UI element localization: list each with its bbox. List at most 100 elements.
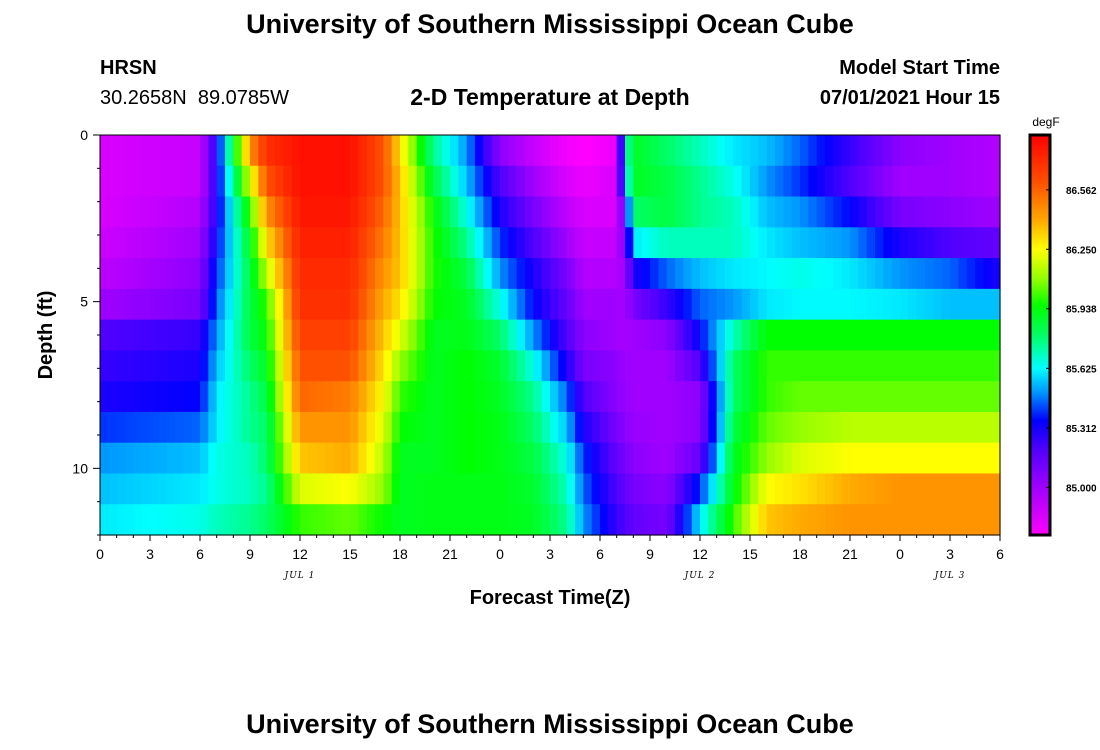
heatmap-cell — [150, 504, 159, 536]
heatmap-cell — [875, 473, 884, 505]
heatmap-cell — [358, 319, 368, 351]
heatmap-cell — [816, 319, 826, 351]
heatmap-cell — [783, 258, 793, 290]
y-tick-label: 5 — [80, 294, 88, 310]
heatmap-cell — [841, 258, 851, 290]
heatmap-cell — [425, 504, 434, 536]
heatmap-cell — [308, 411, 318, 444]
heatmap-cell — [991, 165, 1001, 198]
heatmap-cell — [166, 350, 176, 382]
heatmap-cell — [150, 196, 159, 228]
heatmap-cell — [391, 319, 401, 351]
heatmap-cell — [900, 350, 909, 382]
heatmap-cell — [666, 165, 676, 198]
heatmap-cell — [550, 350, 559, 382]
heatmap-cell — [841, 227, 851, 259]
heatmap-cell — [316, 258, 326, 290]
heatmap-cell — [991, 473, 1001, 505]
heatmap-cell — [658, 473, 668, 505]
heatmap-cell — [158, 504, 168, 536]
heatmap-cell — [183, 196, 193, 228]
heatmap-cell — [741, 165, 751, 198]
heatmap-cell — [133, 319, 143, 351]
heatmap-cell — [316, 411, 326, 444]
heatmap-cell — [558, 442, 568, 475]
heatmap-cell — [758, 381, 768, 413]
heatmap-cell — [258, 135, 268, 167]
heatmap-cell — [658, 504, 668, 536]
heatmap-cell — [366, 258, 376, 290]
heatmap-cell — [650, 288, 659, 321]
heatmap-cell — [166, 442, 176, 475]
colorbar-scale — [1028, 133, 1052, 537]
heatmap-cell — [850, 381, 859, 413]
heatmap-cell — [866, 411, 876, 444]
heatmap-cell — [716, 319, 726, 351]
heatmap-cell — [358, 258, 368, 290]
heatmap-cell — [566, 288, 576, 321]
heatmap-cell — [325, 350, 334, 382]
heatmap-cell — [283, 381, 293, 413]
heatmap-cell — [108, 350, 118, 382]
heatmap-cell — [566, 504, 576, 536]
heatmap-cell — [741, 504, 751, 536]
heatmap-cell — [575, 319, 584, 351]
heatmap-cell — [283, 258, 293, 290]
heatmap-cell — [450, 135, 459, 167]
heatmap-cell — [816, 165, 826, 198]
heatmap-cell — [891, 135, 901, 167]
heatmap-cell — [583, 350, 593, 382]
heatmap-cell — [250, 196, 259, 228]
heatmap-cell — [516, 473, 526, 505]
heatmap-cell — [966, 227, 976, 259]
heatmap-cell — [908, 135, 918, 167]
heatmap-cell — [858, 165, 868, 198]
heatmap-cell — [675, 350, 684, 382]
x-axis-label: Forecast Time(Z) — [470, 587, 631, 609]
heatmap-cell — [475, 135, 484, 167]
heatmap-cell — [975, 227, 984, 259]
heatmap-cell — [708, 165, 718, 198]
heatmap-cell — [200, 165, 209, 198]
heatmap-cell — [700, 411, 709, 444]
heatmap-cell — [891, 381, 901, 413]
heatmap-cell — [208, 504, 218, 536]
heatmap-cell — [833, 227, 843, 259]
heatmap-cell — [341, 350, 351, 382]
heatmap-cell — [950, 288, 959, 321]
heatmap-cell — [933, 196, 943, 228]
heatmap-cell — [258, 381, 268, 413]
heatmap-cell — [358, 227, 368, 259]
heatmap-cell — [216, 411, 226, 444]
x-tick-label: 6 — [196, 546, 204, 562]
heatmap-cell — [133, 473, 143, 505]
heatmap-cell — [616, 504, 626, 536]
heatmap-cell — [300, 196, 309, 228]
heatmap-cell — [525, 196, 534, 228]
heatmap-cell — [558, 504, 568, 536]
heatmap-cell — [308, 504, 318, 536]
heatmap-cell — [525, 258, 534, 290]
y-axis-label: Depth (ft) — [35, 291, 57, 380]
heatmap-cell — [433, 504, 443, 536]
heatmap-cell — [800, 165, 809, 198]
heatmap-cell — [383, 504, 393, 536]
heatmap-cell — [666, 504, 676, 536]
heatmap-cell — [941, 350, 951, 382]
heatmap-cell — [350, 442, 359, 475]
heatmap-cell — [683, 504, 693, 536]
heatmap-cell — [425, 442, 434, 475]
heatmap-cell — [725, 442, 734, 475]
heatmap-cell — [458, 350, 468, 382]
heatmap-cell — [191, 288, 201, 321]
heatmap-cell — [883, 196, 893, 228]
heatmap-cell — [708, 196, 718, 228]
heatmap-cell — [608, 319, 618, 351]
heatmap-cell — [183, 258, 193, 290]
heatmap-cell — [691, 258, 701, 290]
heatmap-cell — [816, 288, 826, 321]
heatmap-cell — [600, 350, 609, 382]
heatmap-cell — [333, 442, 343, 475]
heatmap-cell — [166, 196, 176, 228]
heatmap-cell — [466, 196, 476, 228]
